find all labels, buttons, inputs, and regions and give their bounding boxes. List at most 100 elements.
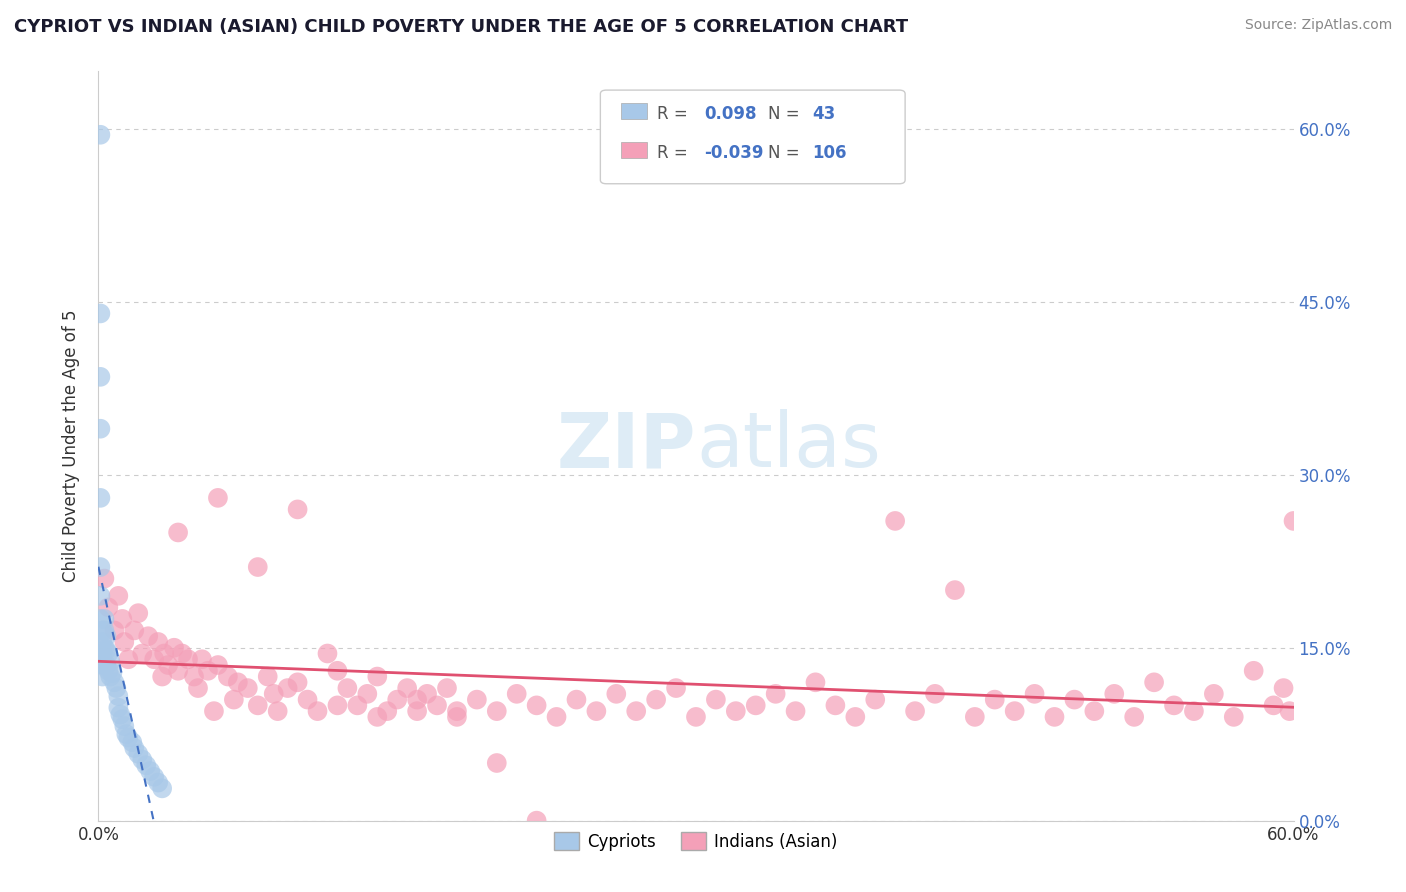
Point	[246, 560, 269, 574]
Point	[202, 704, 225, 718]
Point	[1272, 681, 1295, 695]
Point	[824, 698, 846, 713]
Point	[98, 655, 122, 669]
Point	[724, 704, 747, 718]
Point	[143, 652, 166, 666]
Text: Source: ZipAtlas.com: Source: ZipAtlas.com	[1244, 18, 1392, 32]
Point	[91, 658, 114, 673]
Point	[256, 669, 278, 683]
Point	[406, 704, 429, 718]
Point	[416, 687, 439, 701]
Point	[585, 704, 607, 718]
Point	[148, 635, 170, 649]
Point	[406, 692, 429, 706]
Point	[97, 664, 120, 678]
Point	[1182, 704, 1205, 718]
Point	[93, 624, 115, 638]
Point	[1243, 664, 1265, 678]
Point	[785, 704, 807, 718]
Point	[356, 687, 378, 701]
Point	[385, 692, 409, 706]
Point	[605, 687, 627, 701]
Point	[89, 128, 111, 142]
Point	[844, 710, 866, 724]
Point	[89, 560, 111, 574]
Point	[316, 647, 339, 661]
Point	[91, 624, 114, 638]
FancyBboxPatch shape	[620, 103, 647, 119]
Point	[136, 629, 159, 643]
Text: R =: R =	[657, 105, 693, 123]
Point	[163, 640, 186, 655]
Point	[1024, 687, 1046, 701]
Point	[89, 491, 111, 505]
Point	[121, 735, 143, 749]
Point	[943, 583, 966, 598]
Text: N =: N =	[768, 144, 804, 162]
Point	[307, 704, 329, 718]
Point	[98, 669, 122, 683]
Point	[89, 369, 111, 384]
Point	[506, 687, 529, 701]
Point	[217, 669, 239, 683]
Point	[704, 692, 727, 706]
Text: 43: 43	[811, 105, 835, 123]
Point	[143, 770, 166, 784]
Point	[236, 681, 259, 695]
Point	[150, 781, 173, 796]
Point	[287, 502, 309, 516]
Point	[1104, 687, 1126, 701]
Text: 106: 106	[811, 144, 846, 162]
Point	[884, 514, 907, 528]
Text: CYPRIOT VS INDIAN (ASIAN) CHILD POVERTY UNDER THE AGE OF 5 CORRELATION CHART: CYPRIOT VS INDIAN (ASIAN) CHILD POVERTY …	[14, 18, 908, 36]
Point	[436, 681, 458, 695]
Point	[297, 692, 319, 706]
Point	[366, 710, 388, 724]
Point	[112, 719, 135, 733]
Point	[226, 675, 249, 690]
Point	[89, 589, 111, 603]
Point	[685, 710, 707, 724]
Point	[267, 704, 290, 718]
Point	[177, 652, 200, 666]
Point	[107, 689, 129, 703]
Point	[96, 629, 118, 643]
Point	[167, 664, 190, 678]
Point	[1063, 692, 1085, 706]
Point	[89, 422, 111, 436]
Point	[93, 640, 115, 655]
Point	[745, 698, 768, 713]
Point	[153, 647, 176, 661]
Point	[93, 658, 115, 673]
Point	[1223, 710, 1246, 724]
Point	[1282, 514, 1305, 528]
Point	[277, 681, 299, 695]
Point	[485, 756, 508, 770]
Point	[396, 681, 419, 695]
Point	[1263, 698, 1285, 713]
Point	[111, 612, 134, 626]
Point	[124, 741, 146, 756]
Point	[157, 658, 180, 673]
Point	[222, 692, 245, 706]
Point	[135, 758, 157, 772]
Point	[963, 710, 986, 724]
Point	[375, 704, 398, 718]
Y-axis label: Child Poverty Under the Age of 5: Child Poverty Under the Age of 5	[62, 310, 80, 582]
Point	[105, 681, 128, 695]
Text: N =: N =	[768, 105, 804, 123]
Point	[465, 692, 488, 706]
Point	[110, 707, 132, 722]
Point	[91, 635, 114, 649]
Point	[131, 753, 153, 767]
Point	[865, 692, 887, 706]
Point	[93, 572, 115, 586]
Point	[546, 710, 568, 724]
Point	[127, 606, 149, 620]
Text: atlas: atlas	[696, 409, 880, 483]
Point	[187, 681, 209, 695]
Point	[101, 666, 124, 681]
Point	[89, 306, 111, 320]
Point	[665, 681, 688, 695]
Point	[1004, 704, 1026, 718]
